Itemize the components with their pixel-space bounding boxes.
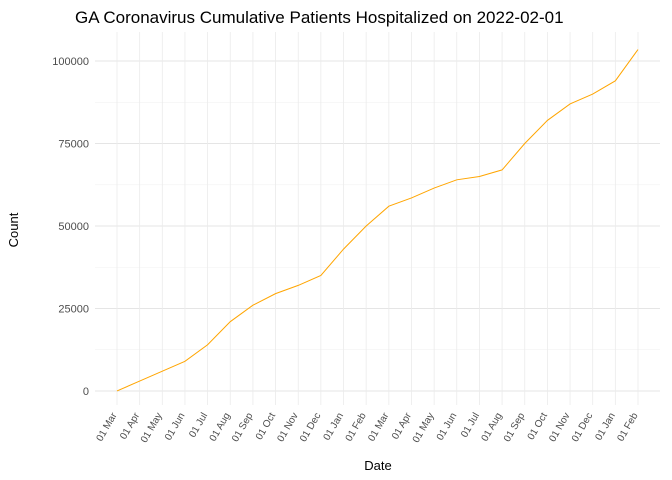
x-tick-label: 01 Mar [95,410,120,443]
x-tick-label: 01 Jan [322,411,347,443]
y-tick-label: 100000 [52,56,89,68]
x-tick-label: 01 Dec [298,411,323,444]
y-tick-label: 25000 [58,303,89,315]
x-tick-label: 01 Sep [230,411,256,444]
x-tick-label: 01 Jul [459,411,482,440]
x-tick-label: 01 May [139,411,165,445]
x-axis-label: Date [364,458,391,473]
x-tick-label: 01 Oct [526,411,550,442]
data-line [116,49,639,392]
x-tick-label: 01 Mar [366,410,391,443]
chart-title: GA Coronavirus Cumulative Patients Hospi… [75,8,564,27]
x-tick-label: 01 Dec [570,411,595,444]
x-tick-label: 01 Jul [187,411,210,440]
x-tick-label: 01 Sep [502,411,528,444]
x-tick-label: 01 Jun [435,411,460,443]
x-tick-label: 01 Feb [344,411,369,444]
x-tick-label: 01 May [411,411,437,445]
x-tick-label: 01 Jan [593,411,618,443]
x-tick-label: 01 Apr [390,410,414,441]
y-tick-label: 0 [83,386,89,398]
x-tick-label: 01 Apr [118,410,142,441]
x-tick-label: 01 Nov [547,411,572,444]
y-tick-label: 50000 [58,221,89,233]
x-tick-label: 01 Feb [616,411,641,444]
x-tick-label: 01 Nov [275,411,300,444]
x-tick-label: 01 Oct [254,411,278,442]
y-axis-label: Count [6,212,21,247]
x-tick-label: 01 Jun [163,411,188,443]
y-tick-label: 75000 [58,139,89,151]
